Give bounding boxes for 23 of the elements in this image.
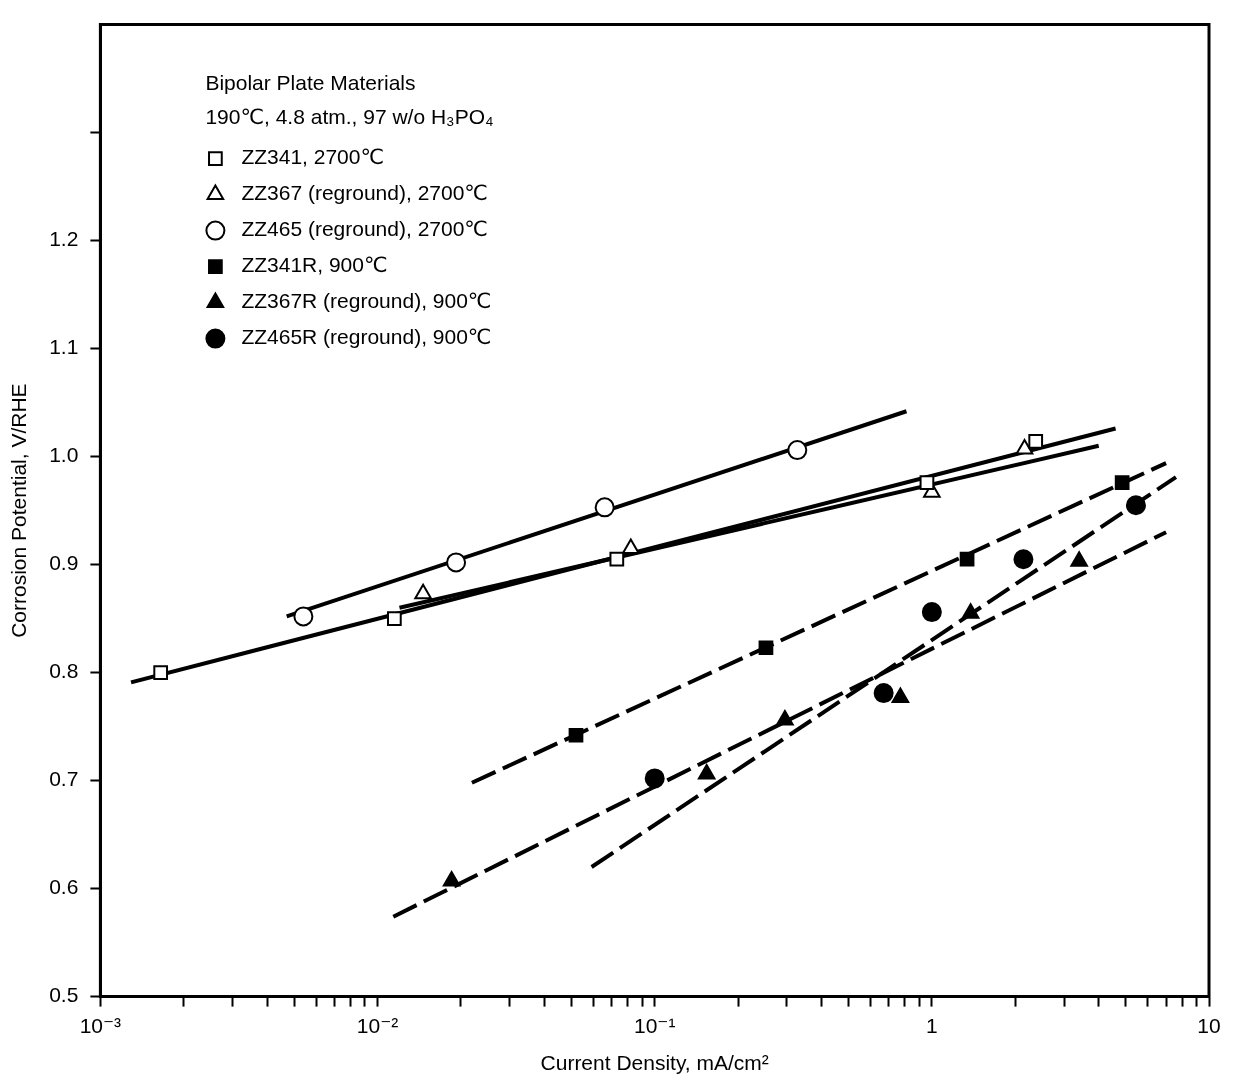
legend-label: ZZ341R, 900℃: [241, 253, 388, 277]
text: Bipolar Plate Materials: [205, 71, 416, 95]
x-tick-label: 10: [1197, 1014, 1221, 1037]
legend-label: ZZ341, 2700℃: [241, 145, 385, 169]
y-tick-label: 0.8: [49, 659, 79, 683]
y-tick-label: 1.1: [49, 335, 79, 359]
legend-label: ZZ465R (reground), 900℃: [241, 325, 492, 349]
y-tick-label: 0.9: [49, 551, 79, 575]
legend-label: ZZ465 (reground), 2700℃: [241, 217, 488, 241]
y-tick-label: 0.5: [49, 983, 79, 1007]
x-tick-label: 1: [926, 1014, 938, 1037]
y-tick-label: 0.7: [49, 767, 79, 791]
y-tick-label: 1.2: [49, 227, 79, 251]
legend-label: ZZ367 (reground), 2700℃: [241, 181, 488, 205]
y-tick-label: 0.6: [49, 875, 79, 899]
legend-label: ZZ367R (reground), 900℃: [241, 289, 492, 313]
y-tick-label: 1.0: [49, 443, 79, 467]
text: 190℃, 4.8 atm., 97 w/o H₃PO₄: [205, 105, 494, 129]
y-axis-title: Corrosion Potential, V/RHE: [7, 383, 31, 638]
x-tick-label: 10⁻¹: [633, 1014, 676, 1037]
x-axis-title: Current Density, mA/cm²: [540, 1051, 769, 1075]
x-tick-label: 10⁻³: [79, 1014, 122, 1037]
x-tick-label: 10⁻²: [356, 1014, 399, 1037]
